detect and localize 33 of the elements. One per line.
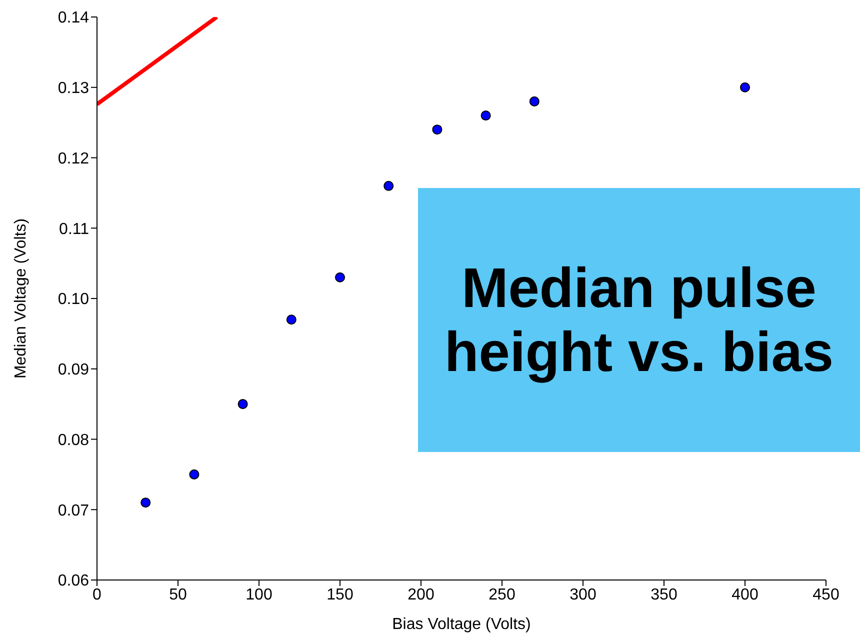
point	[384, 180, 394, 191]
x-tick-label: 0	[92, 586, 102, 604]
point	[480, 110, 491, 121]
y-tick-label: 0.10	[58, 291, 90, 308]
point	[238, 399, 248, 410]
x-tick-label: 50	[169, 586, 187, 604]
x-tick-label: 400	[732, 586, 758, 604]
point	[286, 314, 296, 325]
x-tick-label: 150	[326, 586, 354, 604]
x-tick-label: 100	[246, 586, 272, 604]
y-tick-label: 0.14	[58, 10, 90, 27]
x-tick-label: 350	[650, 586, 678, 604]
point	[334, 272, 346, 282]
text: Median pulse height vs. bias	[444, 256, 834, 384]
x-tick-label: 450	[812, 586, 840, 604]
y-tick-label: 0.09	[58, 362, 90, 379]
x-axis-title: Bias Voltage (Volts)	[392, 616, 531, 633]
x-tick-label: 250	[488, 586, 516, 604]
x-tick-label: 300	[570, 586, 596, 604]
callout-box: Median pulse height vs. bias	[418, 188, 860, 452]
y-tick-label: 0.06	[58, 572, 90, 590]
y-tick-label: 0.13	[58, 80, 90, 98]
y-axis-title: Median Voltage (Volts)	[12, 218, 30, 379]
y-tick-label: 0.08	[58, 432, 90, 449]
point	[529, 96, 540, 106]
x-tick-label: 200	[408, 586, 434, 604]
y-tick-label: 0.11	[59, 220, 90, 238]
y-tick-label: 0.07	[58, 502, 90, 520]
y-tick-label: 0.12	[58, 150, 90, 168]
point	[432, 124, 442, 135]
point	[740, 82, 750, 92]
point	[189, 469, 200, 480]
point	[140, 498, 151, 508]
